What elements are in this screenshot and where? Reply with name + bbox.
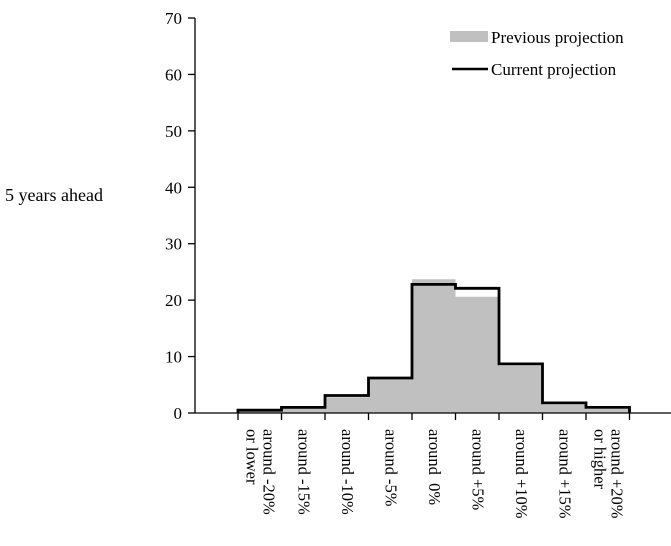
previous-bar [281,408,325,413]
category-label-line: around +20% [607,429,626,519]
previous-bar [455,296,499,413]
previous-bar [542,404,586,413]
legend-swatch-previous [450,31,488,42]
current-projection-line [236,282,631,413]
y-tick-label: 60 [165,65,182,84]
legend: Previous projection Current projection [450,28,624,79]
category-label: around +15% [555,429,574,519]
category-label-line: around +5% [468,429,487,510]
category-label-line: around -15% [294,429,313,515]
y-tick-label: 30 [165,235,182,254]
previous-projection-bars [238,279,630,413]
category-label: around +5% [468,429,487,510]
category-label: around 0% [425,429,444,505]
category-label-line: around +15% [555,429,574,519]
y-axis-label: 5 years ahead [5,185,103,205]
previous-bar [325,397,369,413]
axes: 0 10 20 30 40 50 60 70 [165,9,671,423]
category-label: around -15% [294,429,313,515]
category-label: around -20%or lower [242,429,278,515]
y-tick-label: 10 [165,348,182,367]
current-projection-step [236,282,631,413]
category-label-line: around -20% [259,429,278,515]
category-label: around +10% [512,429,531,519]
category-label-line: around -5% [381,429,400,507]
y-tick-label: 40 [165,178,182,197]
previous-bar [499,365,543,413]
previous-bar [586,409,630,413]
category-label-line: or lower [242,429,261,485]
y-tick-label: 70 [165,9,182,28]
category-label: around -10% [338,429,357,515]
legend-label-current: Current projection [491,60,617,79]
category-label-line: or higher [590,429,609,490]
y-tick-label: 50 [165,122,182,141]
previous-bar [238,410,282,413]
legend-label-previous: Previous projection [491,28,624,47]
category-label-line: around 0% [425,429,444,505]
previous-bar [368,379,412,413]
category-label-line: around +10% [512,429,531,519]
previous-bar [412,279,456,413]
category-label-line: around -10% [338,429,357,515]
category-label: around +20%or higher [590,429,626,519]
category-labels: around -20%or lower around -15% around -10… [242,429,626,519]
y-tick-label: 20 [165,291,182,310]
category-label: around -5% [381,429,400,507]
y-tick-label: 0 [174,404,183,423]
